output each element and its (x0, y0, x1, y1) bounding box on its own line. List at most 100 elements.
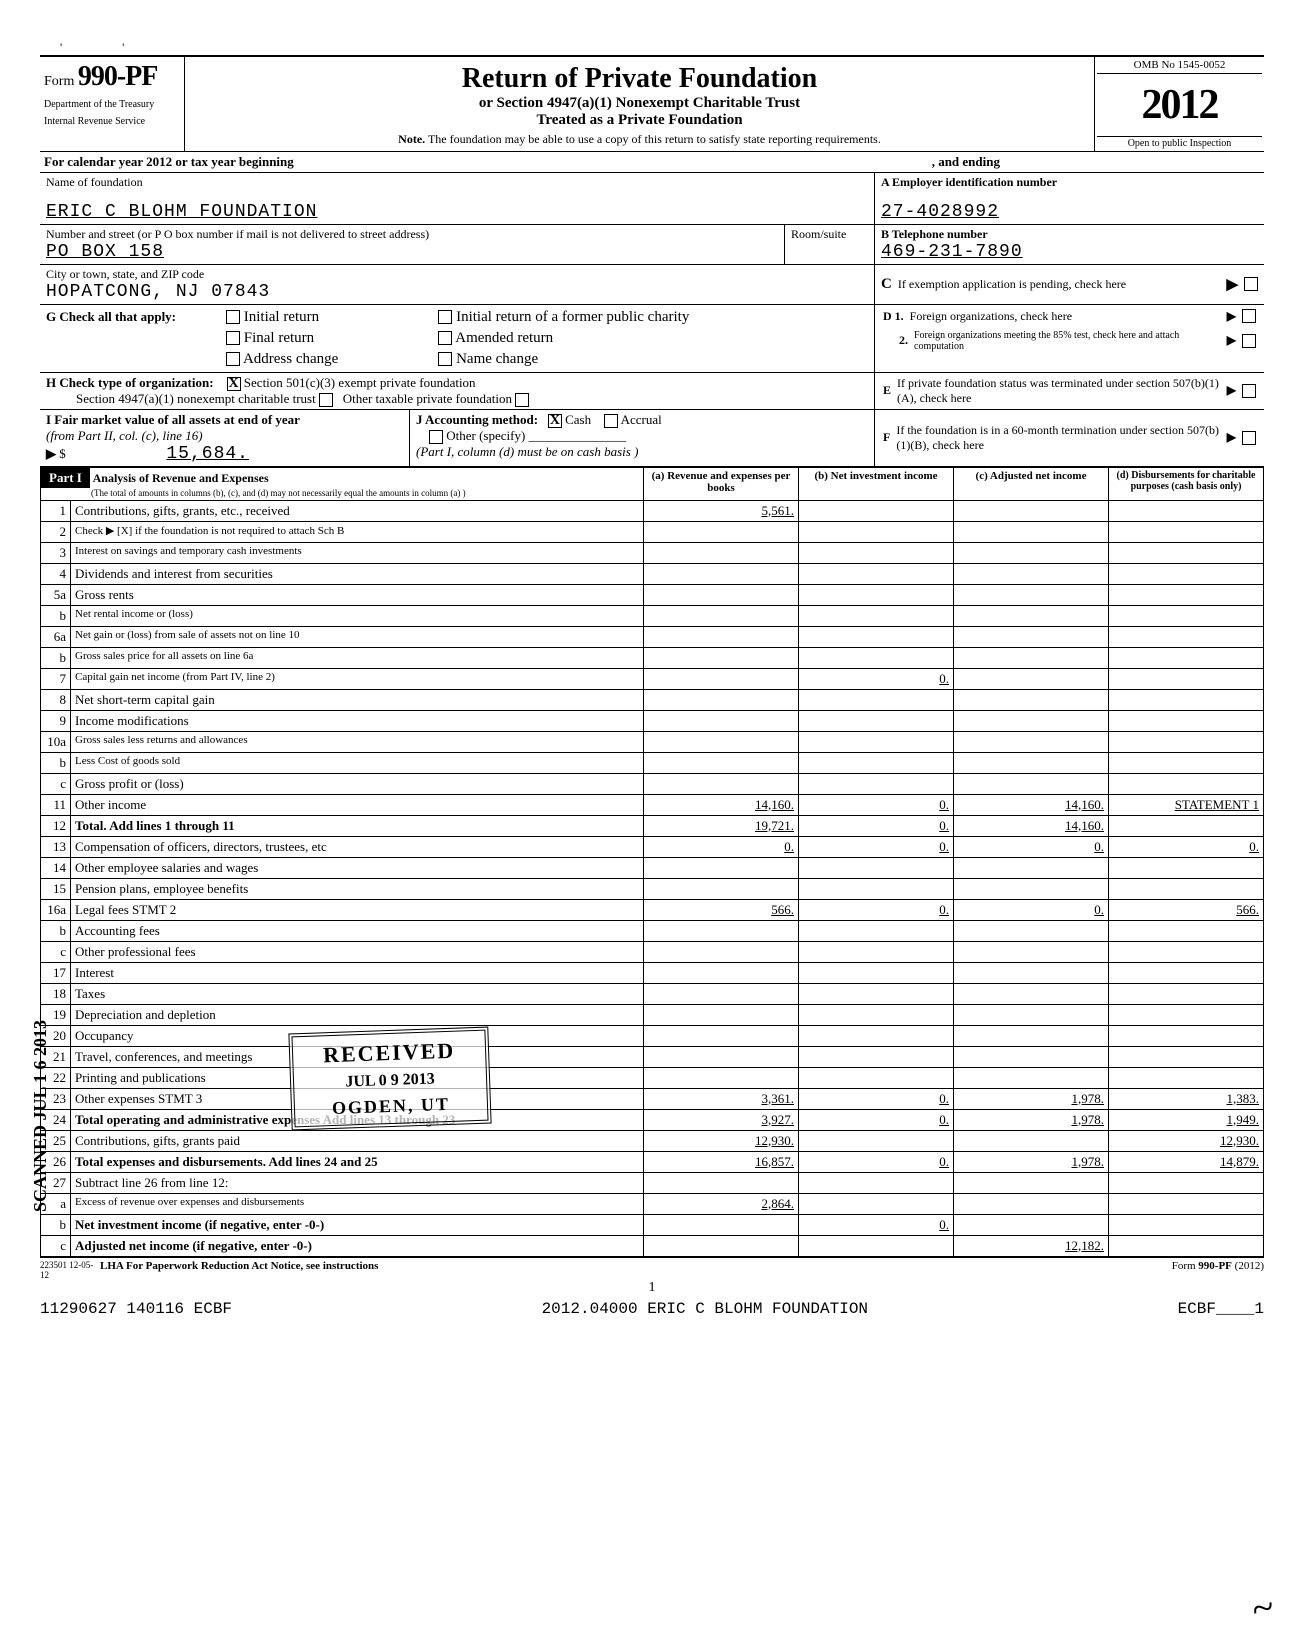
dept-treasury: Department of the Treasury (44, 99, 178, 110)
amount-cell-c (954, 962, 1109, 983)
amount-cell-c (954, 647, 1109, 668)
i-label: I Fair market value of all assets at end… (46, 412, 403, 428)
line-description: Interest (71, 962, 644, 983)
line-number: 8 (41, 689, 71, 710)
line-description: Pension plans, employee benefits (71, 878, 644, 899)
ein-label: A Employer identification number (881, 175, 1258, 190)
d1-checkbox[interactable] (1242, 309, 1256, 323)
amount-cell-a (644, 983, 799, 1004)
form-subtitle1: or Section 4947(a)(1) Nonexempt Charitab… (195, 95, 1084, 112)
amount-cell-a (644, 941, 799, 962)
e-checkbox[interactable] (1242, 384, 1256, 398)
line-number: 3 (41, 542, 71, 563)
amount-cell-b (799, 1067, 954, 1088)
amount-cell-b: 0. (799, 1088, 954, 1109)
line-number: c (41, 1235, 71, 1256)
amount-cell-b (799, 1046, 954, 1067)
amount-cell-a: 0. (644, 836, 799, 857)
col-c-header: (c) Adjusted net income (954, 467, 1109, 500)
room-label: Room/suite (791, 227, 868, 242)
amount-cell-b: 0. (799, 836, 954, 857)
c-checkbox[interactable] (1244, 277, 1258, 291)
line-description: Dividends and interest from securities (71, 563, 644, 584)
amount-cell-b (799, 626, 954, 647)
table-row: 17Interest (41, 962, 1264, 983)
h-4947-checkbox[interactable] (319, 393, 333, 407)
amount-cell-c: 12,182. (954, 1235, 1109, 1256)
dept-irs: Internal Revenue Service (44, 116, 178, 127)
h-label: H Check type of organization: (46, 375, 214, 390)
line-description: Accounting fees (71, 920, 644, 941)
d2-checkbox[interactable] (1242, 334, 1256, 348)
amount-cell-d (1109, 500, 1264, 521)
amount-cell-b (799, 584, 954, 605)
table-row: 24Total operating and administrative exp… (41, 1109, 1264, 1130)
table-row: 11Other income14,160.0.14,160.STATEMENT … (41, 794, 1264, 815)
amount-cell-c: 1,978. (954, 1151, 1109, 1172)
amount-cell-d (1109, 773, 1264, 794)
part1-header-row: Part I Analysis of Revenue and Expenses … (41, 467, 1264, 500)
amount-cell-b (799, 857, 954, 878)
amount-cell-d (1109, 941, 1264, 962)
h-other-checkbox[interactable] (515, 393, 529, 407)
amount-cell-a: 2,864. (644, 1193, 799, 1214)
cash-checkbox[interactable] (548, 414, 562, 428)
line-description: Interest on savings and temporary cash i… (71, 542, 644, 563)
table-row: 2Check ▶ [X] if the foundation is not re… (41, 521, 1264, 542)
amount-cell-c (954, 521, 1109, 542)
table-row: 8Net short-term capital gain (41, 689, 1264, 710)
amount-cell-a (644, 731, 799, 752)
amount-cell-c: 1,978. (954, 1109, 1109, 1130)
name-change-checkbox[interactable] (438, 352, 452, 366)
amount-cell-b: 0. (799, 794, 954, 815)
amount-cell-a (644, 1046, 799, 1067)
amount-cell-d (1109, 605, 1264, 626)
amount-cell-a: 3,927. (644, 1109, 799, 1130)
i-sub: (from Part II, col. (c), line 16) (46, 428, 203, 443)
amount-cell-a (644, 920, 799, 941)
amount-cell-c (954, 605, 1109, 626)
amount-cell-d (1109, 731, 1264, 752)
initial-return-checkbox[interactable] (226, 310, 240, 324)
identity-row-2: Number and street (or P O box number if … (40, 225, 1264, 265)
street-value: PO BOX 158 (46, 242, 778, 262)
address-change-checkbox[interactable] (226, 352, 240, 366)
line-description: Depreciation and depletion (71, 1004, 644, 1025)
line-description: Total. Add lines 1 through 11 (71, 815, 644, 836)
amount-cell-d (1109, 1067, 1264, 1088)
amount-cell-c (954, 731, 1109, 752)
h-501c3-checkbox[interactable] (227, 377, 241, 391)
amount-cell-c (954, 1193, 1109, 1214)
table-row: 10aGross sales less returns and allowanc… (41, 731, 1264, 752)
line-description: Income modifications (71, 710, 644, 731)
amount-cell-a (644, 689, 799, 710)
table-row: 15Pension plans, employee benefits (41, 878, 1264, 899)
city-value: HOPATCONG, NJ 07843 (46, 282, 868, 302)
amount-cell-a (644, 773, 799, 794)
amount-cell-a (644, 1172, 799, 1193)
amount-cell-b (799, 941, 954, 962)
arrow-icon: ▶ (1227, 430, 1236, 445)
amended-checkbox[interactable] (438, 331, 452, 345)
ein-value: 27-4028992 (881, 202, 1258, 222)
line-number: c (41, 773, 71, 794)
received-date: JUL 0 9 2013 (308, 1069, 473, 1093)
initial-former-label: Initial return of a former public charit… (456, 309, 689, 325)
line-number: b (41, 605, 71, 626)
initial-former-checkbox[interactable] (438, 310, 452, 324)
line-description: Legal fees STMT 2 (71, 899, 644, 920)
table-row: cGross profit or (loss) (41, 773, 1264, 794)
d2-label: 2. (899, 333, 908, 348)
other-method-checkbox[interactable] (429, 430, 443, 444)
accrual-checkbox[interactable] (604, 414, 618, 428)
amount-cell-d (1109, 878, 1264, 899)
line-number: 10a (41, 731, 71, 752)
f-checkbox[interactable] (1242, 431, 1256, 445)
final-return-checkbox[interactable] (226, 331, 240, 345)
h-4947-label: Section 4947(a)(1) nonexempt charitable … (76, 391, 316, 406)
amount-cell-b (799, 647, 954, 668)
open-inspection: Open to public Inspection (1097, 136, 1262, 149)
amount-cell-c (954, 626, 1109, 647)
line-number: 4 (41, 563, 71, 584)
amount-cell-a: 566. (644, 899, 799, 920)
